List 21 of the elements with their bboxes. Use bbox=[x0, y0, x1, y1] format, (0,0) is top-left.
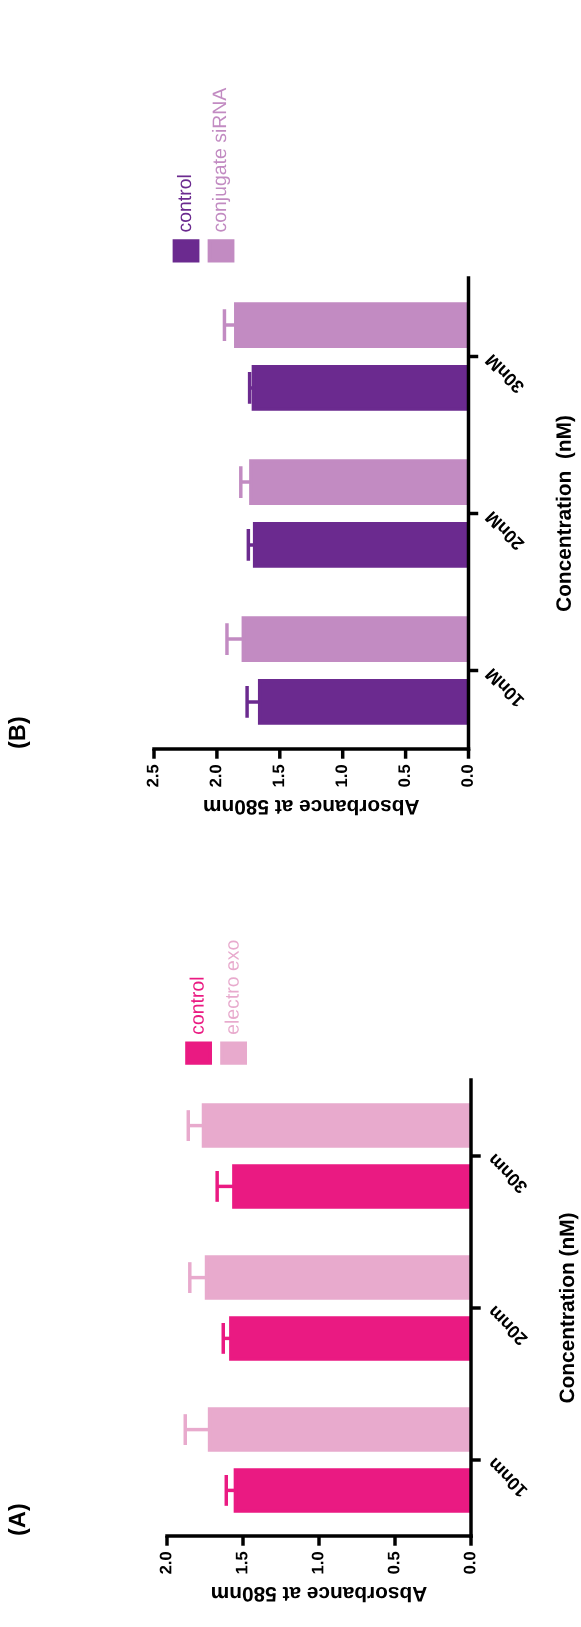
x-tick-label: 2.5 bbox=[146, 764, 159, 787]
x-tick-label: 0.5 bbox=[398, 764, 411, 787]
x-tick-label: 0.5 bbox=[387, 1551, 400, 1574]
x-axis-title: Absorbance at 580nm bbox=[204, 799, 419, 816]
text: control bbox=[176, 175, 192, 232]
x-axis-title: Absorbance at 580nm bbox=[212, 1586, 427, 1603]
x-tick-label: 1.0 bbox=[311, 1551, 324, 1574]
x-tick-label: 2.0 bbox=[159, 1551, 172, 1574]
x-tick-label: 1.5 bbox=[235, 1551, 248, 1574]
x-tick-label: 1.0 bbox=[335, 764, 348, 787]
x-tick-label: 2.0 bbox=[209, 764, 222, 787]
x-tick-label: 0.0 bbox=[461, 764, 473, 787]
text: control bbox=[189, 977, 204, 1035]
x-tick-label: 1.5 bbox=[272, 764, 285, 787]
text: conjugate siRNA bbox=[211, 87, 231, 232]
text: (A) bbox=[8, 1504, 31, 1535]
x-tick-label: 0.0 bbox=[463, 1551, 476, 1574]
y-axis-title: Concentration (nM) bbox=[558, 1213, 579, 1403]
text: electro exo bbox=[224, 940, 239, 1035]
text: (B) bbox=[8, 717, 31, 748]
y-axis-title: Concentration (nM) bbox=[555, 416, 576, 611]
